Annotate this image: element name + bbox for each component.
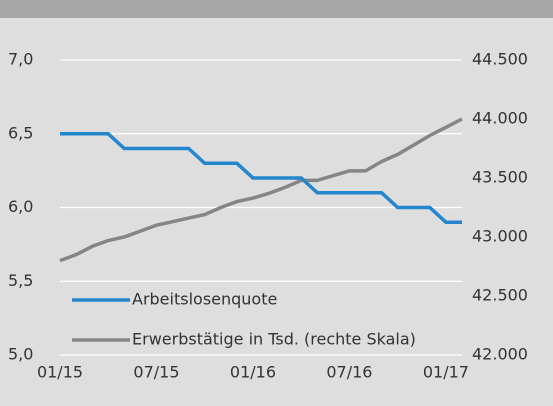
- y2-tick-label: 43.500: [472, 168, 528, 187]
- y-tick-label: 5,5: [8, 271, 33, 290]
- series-line: [59, 117, 463, 263]
- x-tick-label: 07/15: [133, 363, 179, 382]
- x-tick-label: 01/15: [37, 363, 83, 382]
- y2-tick-label: 42.500: [472, 286, 528, 305]
- y2-tick-label: 44.000: [472, 109, 528, 128]
- y2-tick-label: 43.000: [472, 227, 528, 246]
- y-tick-label: 6,5: [8, 123, 33, 142]
- legend-label: Erwerbstätige in Tsd. (rechte Skala): [132, 330, 416, 349]
- y2-tick-label: 44.500: [472, 50, 528, 69]
- legend-label: Arbeitslosenquote: [132, 290, 277, 309]
- x-tick-label: 07/16: [326, 363, 372, 382]
- title-band: [0, 0, 553, 18]
- y-tick-label: 5,0: [8, 345, 33, 364]
- series-line: [60, 132, 462, 224]
- y-tick-label: 7,0: [8, 50, 33, 69]
- x-tick-label: 01/17: [423, 363, 469, 382]
- x-tick-label: 01/16: [230, 363, 276, 382]
- y2-tick-label: 42.000: [472, 345, 528, 364]
- y-tick-label: 6,0: [8, 197, 33, 216]
